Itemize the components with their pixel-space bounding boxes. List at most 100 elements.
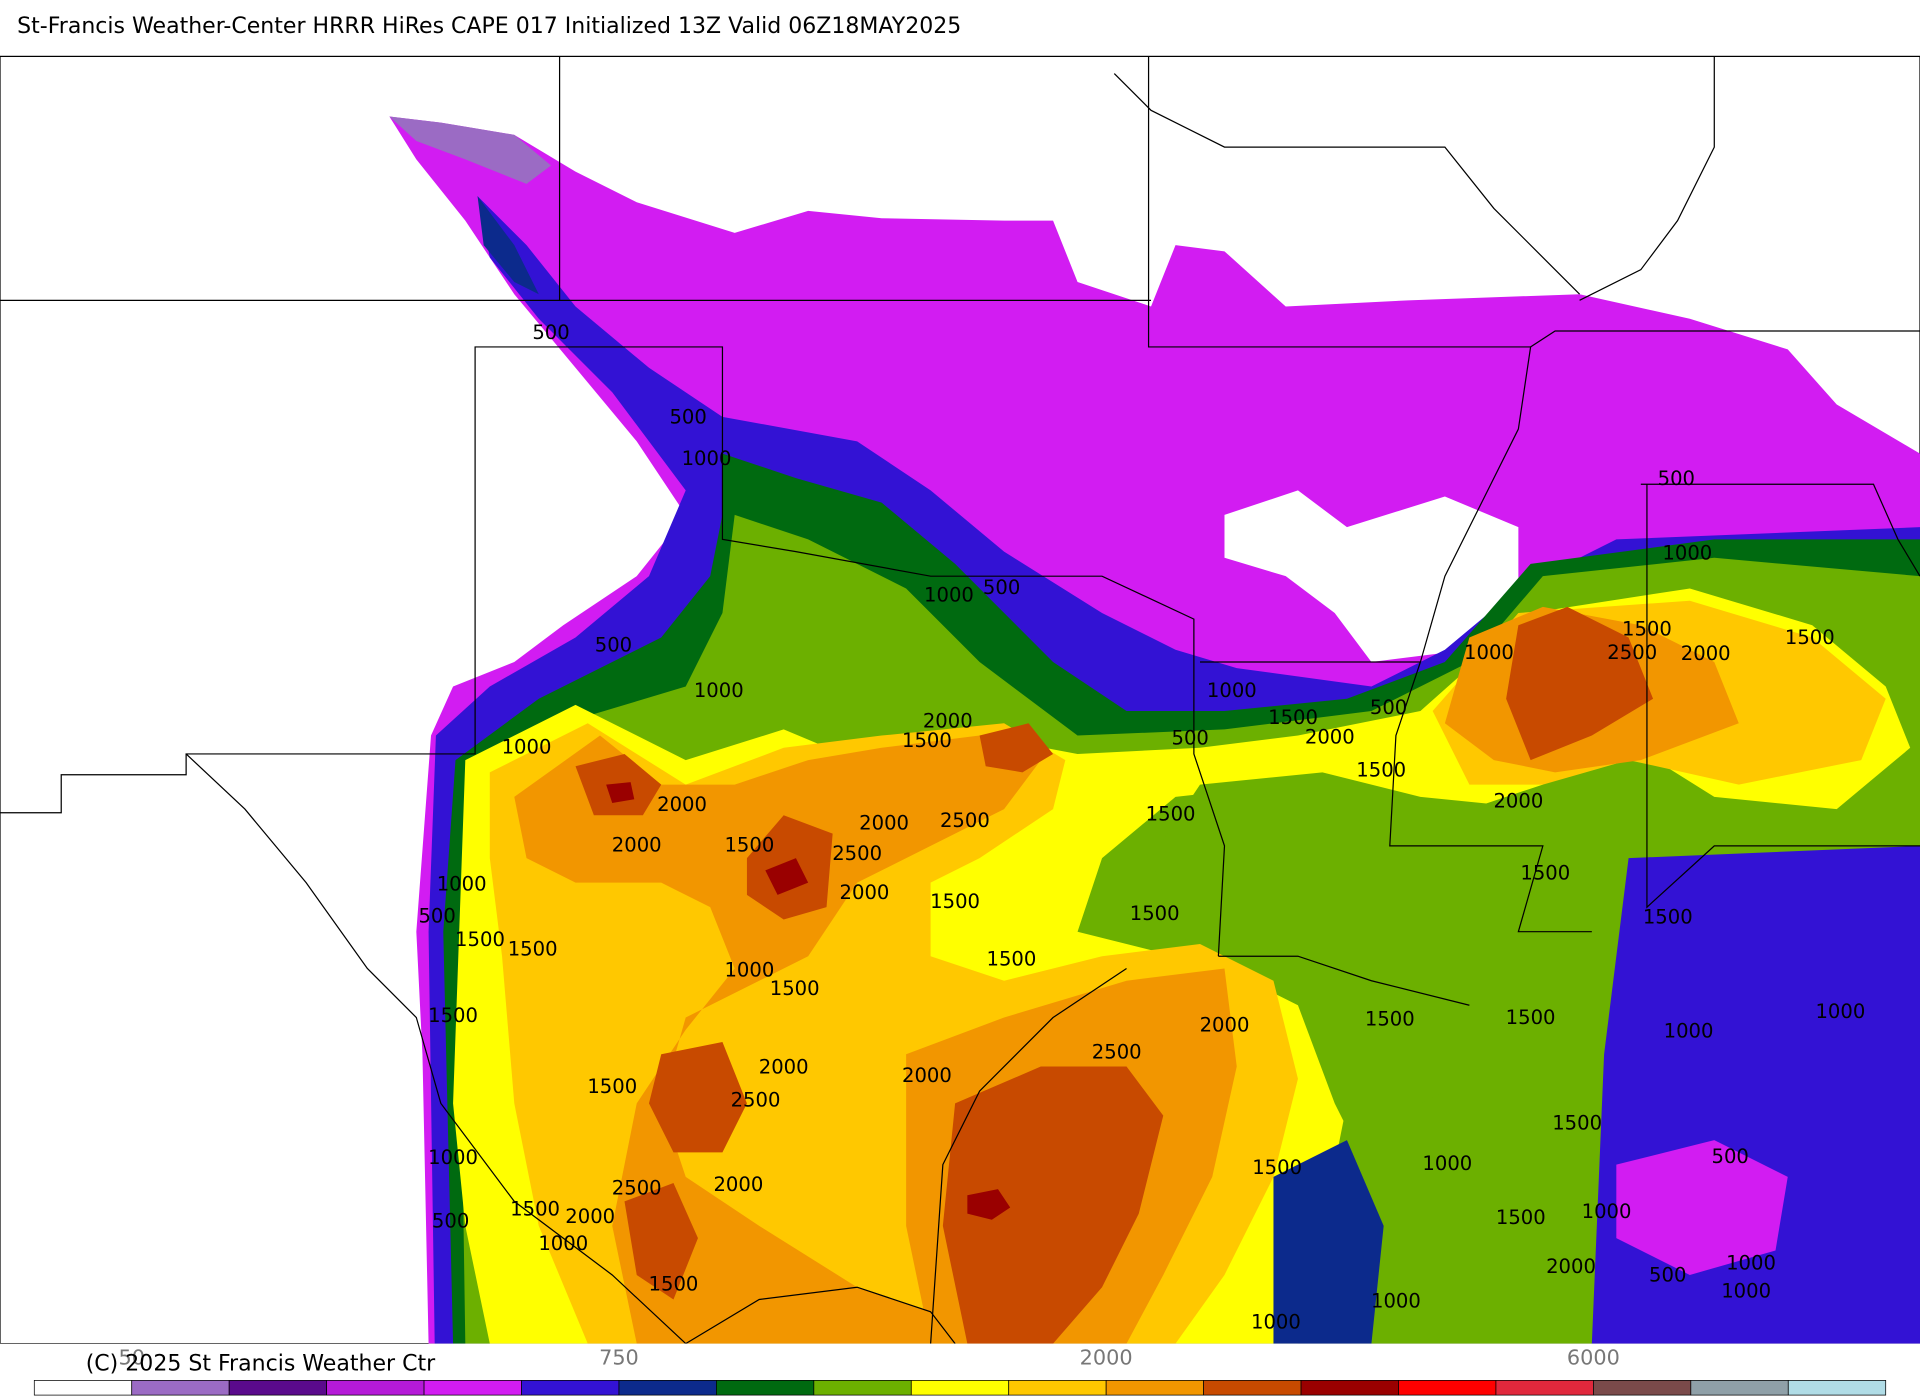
- contour-label: 2500: [612, 1177, 662, 1200]
- contour-label: 500: [418, 904, 455, 927]
- colorbar-swatch: [1593, 1380, 1692, 1396]
- coastline: [930, 967, 1127, 1344]
- contour-label: 2000: [902, 1064, 952, 1087]
- colorbar: 50 750 2000 6000: [33, 1345, 1887, 1396]
- border: [1113, 73, 1581, 295]
- contour-label: 1000: [502, 735, 552, 758]
- contour-label: 1000: [1371, 1289, 1421, 1312]
- contour-label: 1500: [930, 890, 980, 913]
- contour-label: 1500: [455, 928, 505, 951]
- contour-label: 1000: [437, 873, 487, 896]
- contour-label: 1000: [924, 583, 974, 606]
- contour-label: 1500: [1356, 759, 1406, 782]
- contour-label: 1500: [987, 947, 1037, 970]
- border: [1579, 56, 1715, 301]
- contour-label: 1500: [1785, 626, 1835, 649]
- contour-label: 1500: [1130, 902, 1180, 925]
- colorbar-swatch: [131, 1380, 230, 1396]
- contour-label: 2000: [713, 1173, 763, 1196]
- border: [1218, 955, 1470, 1006]
- contour-label: 1500: [1146, 803, 1196, 826]
- contour-label: 2000: [1493, 789, 1543, 812]
- border: [685, 1286, 956, 1345]
- contour-label: 2500: [731, 1088, 781, 1111]
- political-borders: [0, 56, 1920, 1345]
- contour-label: 1000: [1207, 679, 1257, 702]
- contour-label: 1500: [1643, 906, 1693, 929]
- colorbar-swatch: [423, 1380, 522, 1396]
- colorbar-swatch: [1300, 1380, 1399, 1396]
- contour-label: 1500: [902, 729, 952, 752]
- contour-label: 500: [1370, 696, 1407, 719]
- contour-label: 500: [1649, 1264, 1686, 1287]
- copyright: (C) 2025 St Francis Weather Ctr: [86, 1351, 436, 1376]
- contour-label: 2000: [840, 881, 890, 904]
- contour-label: 500: [983, 576, 1020, 599]
- colorbar-swatch: [228, 1380, 327, 1396]
- colorbar-swatch: [1690, 1380, 1789, 1396]
- contour-label: 1500: [1520, 862, 1570, 885]
- contour-label: 1500: [649, 1272, 699, 1295]
- contour-label: 2000: [1200, 1014, 1250, 1037]
- contour-label: 1000: [1664, 1020, 1714, 1043]
- contour-label: 2000: [612, 833, 662, 856]
- colorbar-swatch: [813, 1380, 912, 1396]
- colorbar-swatch: [910, 1380, 1010, 1396]
- contour-label: 1500: [508, 938, 558, 961]
- colorbar-label: 6000: [1567, 1345, 1620, 1369]
- contour-label: 2500: [1092, 1041, 1142, 1064]
- contour-label: 1500: [1268, 706, 1318, 729]
- colorbar-label: 2000: [1080, 1345, 1133, 1369]
- colorbar-swatch: [326, 1380, 425, 1396]
- region: [514, 606, 1739, 1344]
- contour-label: 1000: [1422, 1152, 1472, 1175]
- region: [1151, 772, 1592, 1177]
- colorbar-swatch: [33, 1380, 133, 1396]
- contour-label: 2000: [1546, 1255, 1596, 1278]
- contour-label: 1000: [1582, 1200, 1632, 1223]
- contour-label: 2000: [657, 793, 707, 816]
- contour-label: 2500: [940, 809, 990, 832]
- contour-label: 500: [669, 406, 706, 429]
- contour-label: 1500: [587, 1075, 637, 1098]
- contour-label: 1000: [724, 958, 774, 981]
- contour-label: 500: [1712, 1145, 1749, 1168]
- contour-label: 2000: [923, 710, 973, 733]
- region: [389, 116, 552, 184]
- contour-label: 1500: [428, 1004, 478, 1027]
- contour-label: 1500: [1496, 1206, 1546, 1229]
- colorbar-swatch: [716, 1380, 815, 1396]
- border: [0, 346, 1226, 957]
- contour-label: 1000: [1815, 1000, 1865, 1023]
- contour-label: 1500: [1365, 1007, 1415, 1030]
- colorbar-swatch: [1008, 1380, 1107, 1396]
- contour-label: 500: [532, 321, 569, 344]
- colorbar-label: 750: [599, 1345, 639, 1369]
- border: [1640, 483, 1920, 577]
- colorbar-swatch: [618, 1380, 717, 1396]
- region: [1224, 490, 1519, 662]
- contour-label: 500: [1658, 467, 1695, 490]
- contour-label: 2500: [832, 842, 882, 865]
- contour-label: 1000: [682, 447, 732, 470]
- contour-label: 1500: [1622, 618, 1672, 641]
- colorbar-swatch: [521, 1380, 620, 1396]
- contour-label: 1000: [1251, 1310, 1301, 1333]
- region: [575, 606, 1654, 1344]
- region: [477, 196, 539, 295]
- contour-label: 2000: [1681, 642, 1731, 665]
- contour-label: 500: [432, 1210, 469, 1233]
- border: [1646, 484, 1920, 909]
- contour-label: 1500: [1506, 1006, 1556, 1029]
- cape-field: [389, 116, 1920, 1344]
- colorbar-swatch: [1398, 1380, 1497, 1396]
- contour-label: 1000: [1721, 1280, 1771, 1303]
- colorbar-swatch: [1203, 1380, 1302, 1396]
- contour-label: 1000: [1726, 1251, 1776, 1274]
- contour-label: 500: [595, 634, 632, 657]
- contour-label: 2000: [759, 1055, 809, 1078]
- border: [1147, 56, 1920, 348]
